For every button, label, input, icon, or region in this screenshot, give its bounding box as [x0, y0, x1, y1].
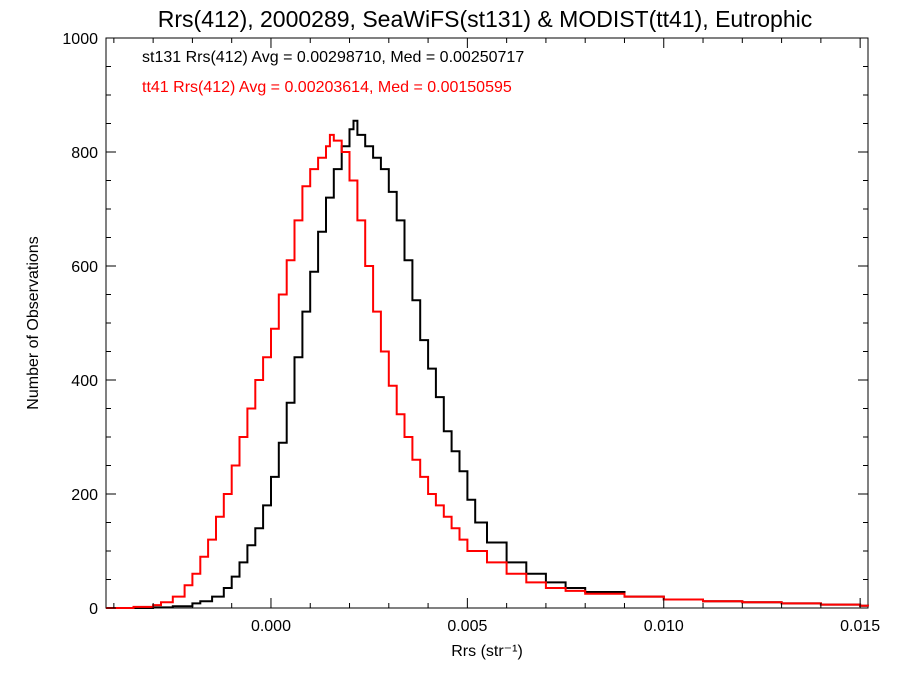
x-tick-label: 0.000: [251, 618, 291, 635]
series-line-1: [106, 119, 869, 609]
x-tick-label: 0.015: [840, 618, 880, 635]
y-tick-label: 800: [71, 145, 98, 162]
y-tick-label: 200: [71, 487, 98, 504]
y-tick-label: 0: [89, 601, 98, 618]
annotation-st131: st131 Rrs(412) Avg = 0.00298710, Med = 0…: [142, 49, 524, 66]
y-tick-label: 1000: [62, 31, 98, 48]
x-axis-label: Rrs (str⁻¹): [451, 643, 523, 660]
chart-title: Rrs(412), 2000289, SeaWiFS(st131) & MODI…: [158, 6, 812, 32]
series-layer: [106, 119, 869, 609]
annotation-tt41: tt41 Rrs(412) Avg = 0.00203614, Med = 0.…: [142, 79, 512, 96]
x-axis-ticks: 0.000 0.005 0.010 0.015: [113, 38, 880, 635]
y-axis-ticks: 0 200 400 600 800 1000: [62, 31, 868, 618]
y-tick-label: 400: [71, 373, 98, 390]
y-axis-label: Number of Observations: [25, 236, 42, 409]
x-tick-label: 0.010: [644, 618, 684, 635]
series-line-2: [106, 133, 869, 609]
y-tick-label: 600: [71, 259, 98, 276]
x-tick-label: 0.005: [447, 618, 487, 635]
